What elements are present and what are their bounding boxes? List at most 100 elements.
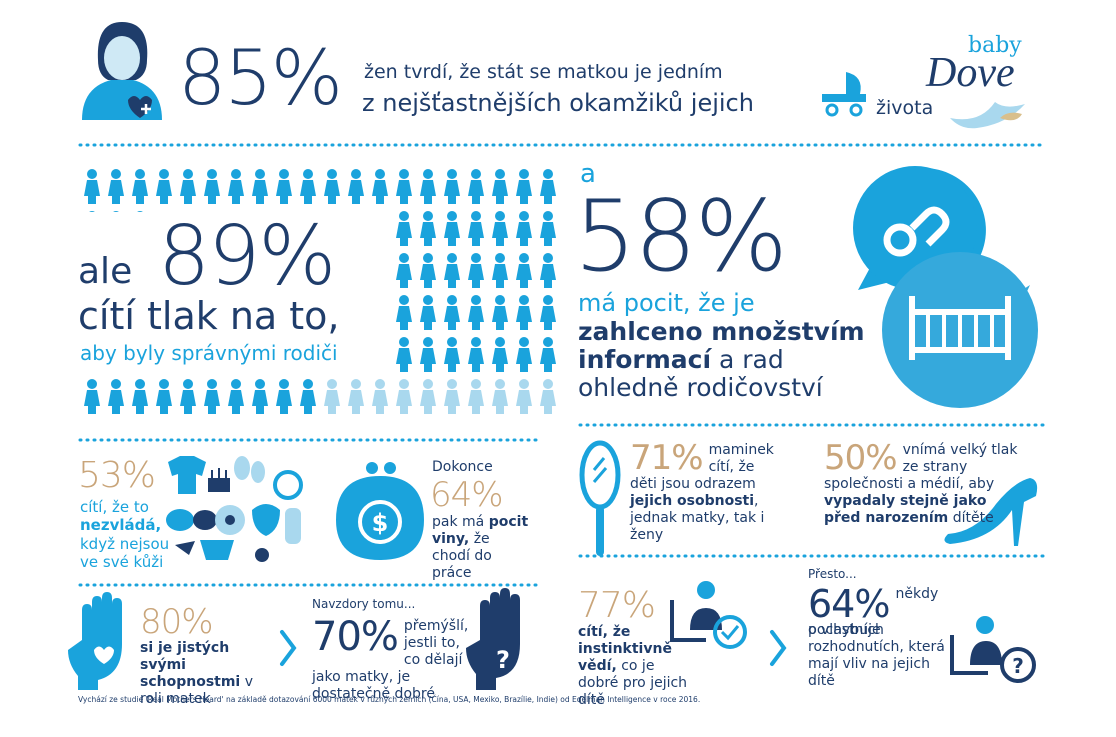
- figure-part: [444, 348, 460, 372]
- figure-part: [447, 379, 457, 389]
- figure-part: [423, 169, 433, 179]
- logo-baby: baby: [968, 33, 1022, 58]
- figure-part: [396, 264, 412, 288]
- figure-part: [183, 379, 193, 389]
- figure-part: [516, 222, 532, 246]
- hand-question-icon: ?: [466, 588, 520, 690]
- text: života: [876, 97, 934, 119]
- figure-part: [471, 169, 481, 179]
- figure-part: [351, 169, 361, 179]
- text: co je dobré pro jejich dítě: [578, 658, 688, 709]
- figure-part: [396, 306, 412, 330]
- figure-part: [135, 169, 145, 179]
- figure-part: [279, 169, 289, 179]
- figure-part: [516, 264, 532, 288]
- speech-bubbles: [853, 166, 1038, 408]
- figure-part: [156, 180, 172, 204]
- figure-part: [519, 295, 529, 305]
- figure-part: [492, 390, 508, 414]
- hand-heart-icon: [68, 592, 122, 690]
- figure-part: [519, 253, 529, 263]
- dollar-glyph: $: [372, 509, 389, 537]
- text: a: [580, 159, 596, 189]
- dove-bird: [950, 102, 1025, 129]
- text: z nejšťastnějších okamžiků jejich: [362, 89, 754, 117]
- figure-part: [183, 169, 193, 179]
- footnote: Vychází ze studie 'Real Mothers Heard' n…: [78, 695, 701, 704]
- figure-part: [231, 169, 241, 179]
- figure-part: [324, 390, 340, 414]
- text: pocit viny,: [432, 514, 529, 548]
- figure-part: [399, 295, 409, 305]
- figure-part: [540, 180, 556, 204]
- figure-part: [444, 264, 460, 288]
- text: cítí, že instinktivně vědí,: [578, 624, 672, 675]
- figure-part: [351, 379, 361, 389]
- mother-icon: [82, 22, 162, 120]
- figure-part: [84, 390, 100, 414]
- text: v roli matek: [140, 674, 253, 708]
- figure-part: [132, 390, 148, 414]
- text: maminek cítí, že děti jsou odrazem: [630, 442, 774, 493]
- baby-items-icon: [166, 456, 303, 562]
- figure-part: [423, 253, 433, 263]
- stat: 77%: [578, 585, 656, 626]
- figure-part: [180, 180, 196, 204]
- shoe-icon: [944, 478, 1038, 546]
- figure-part: [372, 180, 388, 204]
- text: jejich osobnosti: [630, 493, 755, 510]
- figure-part: [468, 306, 484, 330]
- figure-part: [324, 180, 340, 204]
- text: Dokonce: [432, 459, 493, 475]
- text: si je jistých svými schopnostmi: [140, 640, 241, 691]
- figure-part: [399, 337, 409, 347]
- people-grid: [84, 169, 556, 414]
- figure-part: [231, 379, 241, 389]
- figure-part: [420, 264, 436, 288]
- figure-part: [447, 337, 457, 347]
- text: , jednak matky, tak i ženy: [630, 493, 765, 544]
- text: cítí tlak na to,: [78, 294, 340, 338]
- figure-part: [423, 337, 433, 347]
- text: přemýšlí, jestli to, co dělají jako matk…: [312, 618, 469, 703]
- figure-part: [471, 211, 481, 221]
- figure-part: [375, 379, 385, 389]
- dove-wing: [1000, 112, 1022, 121]
- figure-part: [495, 337, 505, 347]
- figure-part: [108, 390, 124, 414]
- figure-part: [495, 253, 505, 263]
- figure-part: [543, 379, 553, 389]
- text: má pocit, že je: [578, 289, 755, 317]
- figure-part: [471, 295, 481, 305]
- figure-part: [519, 169, 529, 179]
- text: Navzdory tomu...: [312, 597, 416, 611]
- figure-part: [87, 169, 97, 179]
- figure-part: [471, 253, 481, 263]
- figure-part: [540, 264, 556, 288]
- figure-part: [207, 379, 217, 389]
- figure-part: [540, 222, 556, 246]
- text: informací: [578, 345, 712, 374]
- text: dítěte: [948, 510, 994, 527]
- figure-part: [468, 222, 484, 246]
- crib-icon: [909, 296, 1011, 360]
- figure-part: [159, 169, 169, 179]
- stat: 89%: [158, 209, 336, 304]
- stat: 80%: [140, 602, 214, 642]
- figure-part: [420, 348, 436, 372]
- figure-part: [540, 390, 556, 414]
- baby-doubt-icon: ?: [950, 616, 1036, 683]
- figure-part: [444, 390, 460, 414]
- figure-part: [543, 295, 553, 305]
- figure-part: [495, 169, 505, 179]
- figure-part: [348, 390, 364, 414]
- figure-part: [492, 180, 508, 204]
- figure-part: [516, 180, 532, 204]
- text: vnímá velký tlak ze strany společnosti a…: [824, 442, 1018, 493]
- figure-part: [255, 379, 265, 389]
- figure-part: [516, 348, 532, 372]
- figure-part: [492, 222, 508, 246]
- figure-part: [516, 390, 532, 414]
